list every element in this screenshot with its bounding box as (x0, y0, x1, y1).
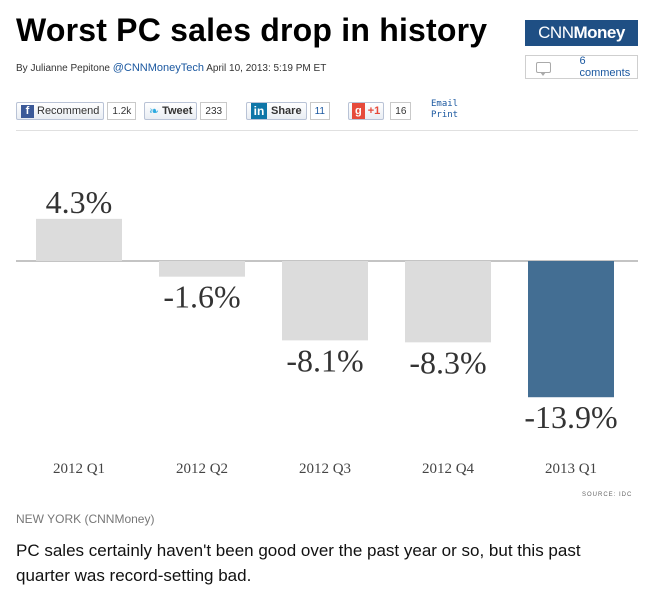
comments-count-label: 6 comments (579, 55, 631, 79)
cnnmoney-logo[interactable]: CNN Money (525, 20, 638, 46)
comment-bubble-icon (536, 61, 552, 76)
email-link[interactable]: Email (431, 99, 459, 109)
twitter-bird-icon: ❧ (149, 104, 160, 118)
data-label-2012-q1: 4.3% (46, 184, 113, 220)
bar-2012-q1 (36, 218, 122, 261)
comments-button[interactable]: 6 comments (525, 55, 638, 79)
author-twitter-link[interactable]: @CNNMoneyTech (112, 62, 204, 74)
page-title: Worst PC sales drop in history (16, 12, 488, 48)
email-print-links: Email Print (431, 99, 458, 121)
data-label-2012-q4: -8.3% (409, 344, 486, 380)
author: By Julianne Pepitone (16, 63, 110, 74)
tweet-button[interactable]: ❧ Tweet (144, 102, 198, 120)
bar-2012-q3 (282, 261, 368, 341)
category-label-2012-q2: 2012 Q2 (176, 461, 228, 477)
linkedin-share-button[interactable]: in Share (246, 102, 307, 120)
tweet-label: Tweet (162, 105, 193, 117)
article-lead: PC sales certainly haven't been good ove… (16, 541, 581, 585)
print-link[interactable]: Print (431, 110, 459, 120)
linkedin-share-label: Share (271, 105, 302, 117)
publish-date: April 10, 2013: 5:19 PM ET (206, 63, 327, 74)
linkedin-count: 11 (309, 102, 330, 120)
facebook-share: f Recommend 1.2k (16, 101, 137, 121)
chart-source: SOURCE: IDC (582, 492, 633, 498)
facebook-count: 1.2k (107, 102, 137, 120)
logo-text-bold: Money (573, 23, 626, 42)
bar-2012-q4 (405, 261, 491, 343)
twitter-share: ❧ Tweet 233 (144, 101, 228, 121)
logo-text-light: CNN (538, 23, 574, 42)
divider (16, 130, 638, 131)
category-label-2012-q4: 2012 Q4 (422, 461, 475, 477)
google-plus-count: 16 (390, 102, 412, 120)
data-label-2012-q2: -1.6% (163, 279, 240, 315)
linkedin-icon: in (251, 103, 267, 119)
bar-2013-q1 (528, 261, 614, 398)
pc-sales-bar-chart: 4.3% 2012 Q1 -1.6% 2012 Q2 -8.1% 2012 Q3 -8.3%… (16, 184, 638, 477)
category-label-2013-q1: 2013 Q1 (545, 461, 597, 477)
google-plus-icon: g (352, 103, 365, 119)
google-plus-label: +1 (367, 105, 381, 117)
twitter-count: 233 (200, 102, 228, 120)
data-label-2012-q3: -8.1% (286, 342, 363, 378)
google-plus-button[interactable]: g +1 (348, 102, 385, 120)
linkedin-share: in Share 11 (246, 101, 330, 121)
category-label-2012-q3: 2012 Q3 (299, 461, 351, 477)
data-label-2013-q1: -13.9% (524, 399, 617, 435)
google-plus-share: g +1 16 (348, 101, 412, 121)
article-dateline: NEW YORK (CNNMoney) (16, 512, 155, 526)
byline: By Julianne Pepitone @CNNMoneyTech April… (16, 62, 326, 74)
category-label-2012-q1: 2012 Q1 (53, 461, 105, 477)
facebook-recommend-button[interactable]: f Recommend (16, 102, 105, 120)
bar-2012-q2 (159, 261, 245, 277)
facebook-icon: f (21, 104, 34, 118)
facebook-recommend-label: Recommend (37, 105, 100, 117)
